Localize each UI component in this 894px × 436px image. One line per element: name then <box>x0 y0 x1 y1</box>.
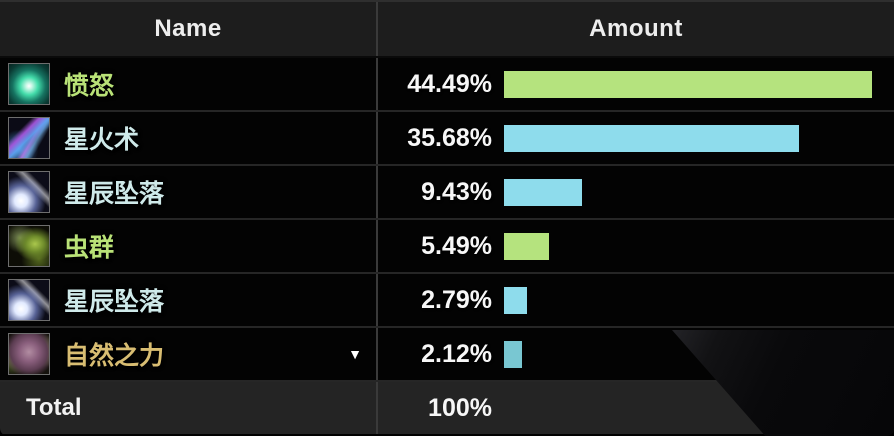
spell-amount-cell: 5.49% <box>378 220 894 272</box>
table-row[interactable]: 星辰坠落 ▼ 9.43% <box>0 166 894 220</box>
spell-amount-cell: 44.49% <box>378 58 894 110</box>
spell-name-label: 星辰坠落 <box>64 180 165 208</box>
spell-name-label: 虫群 <box>64 234 115 262</box>
amount-bar <box>504 70 872 98</box>
percent-value: 35.68% <box>407 123 492 152</box>
spell-name-cell[interactable]: 星辰坠落 ▼ <box>0 274 378 326</box>
insect-swarm-spell-icon <box>8 225 50 267</box>
name-column-header: Name <box>154 15 222 42</box>
total-label: Total <box>26 394 82 421</box>
table-row[interactable]: 愤怒 ▼ 44.49% <box>0 58 894 112</box>
amount-bar <box>504 178 582 206</box>
wrath-spell-icon <box>8 63 50 105</box>
spell-name-cell[interactable]: 自然之力 ▼ <box>0 328 378 380</box>
starfire-spell-icon <box>8 117 50 159</box>
percent-value: 2.12% <box>421 339 492 368</box>
percent-value: 44.49% <box>407 69 492 98</box>
spell-name-label: 星火术 <box>64 126 140 154</box>
percent-value: 9.43% <box>421 177 492 206</box>
table-row[interactable]: 星火术 ▼ 35.68% <box>0 112 894 166</box>
force-of-nature-spell-icon <box>8 333 50 375</box>
spell-name-cell[interactable]: 愤怒 ▼ <box>0 58 378 110</box>
spell-amount-cell: 35.68% <box>378 112 894 164</box>
spell-name-cell[interactable]: 虫群 ▼ <box>0 220 378 272</box>
spell-name-cell[interactable]: 星火术 ▼ <box>0 112 378 164</box>
starfall-spell-icon <box>8 171 50 213</box>
spell-name-label: 星辰坠落 <box>64 288 165 316</box>
total-name-cell: Total <box>0 382 378 434</box>
total-row: Total 100% <box>0 382 894 434</box>
amount-bar <box>504 232 549 260</box>
amount-column-header: Amount <box>589 15 683 42</box>
total-percent-value: 100% <box>428 393 492 422</box>
spell-amount-cell: 2.12% <box>378 328 894 380</box>
header-cell-name[interactable]: Name <box>0 2 378 56</box>
table-row[interactable]: 星辰坠落 ▼ 2.79% <box>0 274 894 328</box>
spell-amount-cell: 9.43% <box>378 166 894 218</box>
starfall-spell-icon <box>8 279 50 321</box>
table-header-row: Name Amount <box>0 2 894 58</box>
percent-value: 2.79% <box>421 285 492 314</box>
total-amount-cell: 100% <box>378 382 894 434</box>
spell-name-label: 自然之力 <box>64 342 165 370</box>
spell-amount-cell: 2.79% <box>378 274 894 326</box>
amount-bar <box>504 124 799 152</box>
table-row[interactable]: 虫群 ▼ 5.49% <box>0 220 894 274</box>
table-body: 愤怒 ▼ 44.49% 星火术 ▼ 35.68% 星辰坠落 ▼ 9.43% <box>0 58 894 382</box>
spell-name-cell[interactable]: 星辰坠落 ▼ <box>0 166 378 218</box>
percent-value: 5.49% <box>421 231 492 260</box>
amount-bar <box>504 286 527 314</box>
spell-name-label: 愤怒 <box>64 72 115 100</box>
table-row[interactable]: 自然之力 ▼ 2.12% <box>0 328 894 382</box>
chevron-down-icon[interactable]: ▼ <box>348 346 362 362</box>
amount-bar <box>504 340 522 368</box>
header-cell-amount[interactable]: Amount <box>378 2 894 56</box>
